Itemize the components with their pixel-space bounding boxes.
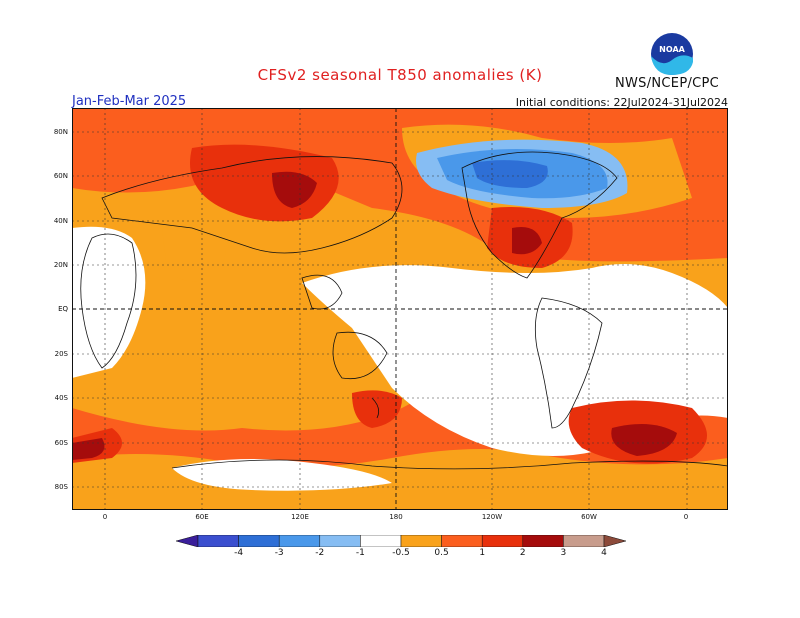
colorbar-segment	[278, 535, 321, 547]
colorbar-label: 1	[479, 548, 486, 558]
map-frame	[72, 108, 728, 510]
lat-label: 80S	[54, 483, 68, 491]
colorbar-label: 3	[560, 548, 567, 558]
lon-label: 60W	[581, 513, 597, 521]
colorbar-label: 2	[519, 548, 526, 558]
agency-label: NWS/NCEP/CPC	[615, 76, 720, 91]
colorbar-label: -4	[234, 548, 244, 558]
colorbar-label: -2	[315, 548, 325, 558]
colorbar-segment	[238, 535, 280, 547]
svg-text:NOAA: NOAA	[659, 45, 685, 54]
colorbar-segment	[522, 535, 564, 547]
lon-label: 120E	[291, 513, 309, 521]
anomaly-above-3-regions	[72, 171, 677, 460]
colorbar-end-high	[603, 535, 626, 547]
colorbar-label: 0.5	[434, 548, 449, 558]
lon-label: 120W	[481, 513, 503, 521]
lon-label: 0	[102, 513, 108, 521]
colorbar-end-low	[176, 535, 199, 547]
equator-dateline	[72, 108, 728, 510]
lat-label: 60N	[53, 172, 68, 180]
map-title: CFSv2 seasonal T850 anomalies (K)	[257, 66, 543, 84]
anomaly-map	[72, 108, 728, 510]
gridlines	[72, 108, 728, 510]
lon-label: 60E	[195, 513, 209, 521]
colorbar-segment	[360, 535, 402, 547]
colorbar-segment	[563, 535, 605, 547]
lon-label: 0	[683, 513, 689, 521]
lon-label: 180	[389, 513, 403, 521]
colorbar-segment	[481, 535, 524, 547]
colorbar	[176, 535, 626, 547]
lat-label: 60S	[54, 439, 68, 447]
lat-label: 20N	[53, 261, 68, 269]
lat-label: 80N	[53, 128, 68, 136]
colorbar-segment	[197, 535, 239, 547]
colorbar-label: -0.5	[392, 548, 410, 558]
lat-label: EQ	[58, 305, 68, 313]
lat-label: 20S	[54, 350, 68, 358]
colorbar-segment	[441, 535, 483, 547]
noaa-logo: NOAA	[651, 33, 693, 75]
period-label: Jan-Feb-Mar 2025	[72, 94, 187, 109]
colorbar-segment	[319, 535, 361, 547]
colorbar-label: -1	[355, 548, 365, 558]
colorbar-label: 4	[601, 548, 607, 558]
lat-label: 40N	[53, 217, 68, 225]
lat-label: 40S	[54, 394, 68, 402]
colorbar-segment	[400, 535, 442, 547]
initial-conditions-label: Initial conditions: 22Jul2024-31Jul2024	[515, 96, 728, 109]
colorbar-label: -3	[274, 548, 284, 558]
